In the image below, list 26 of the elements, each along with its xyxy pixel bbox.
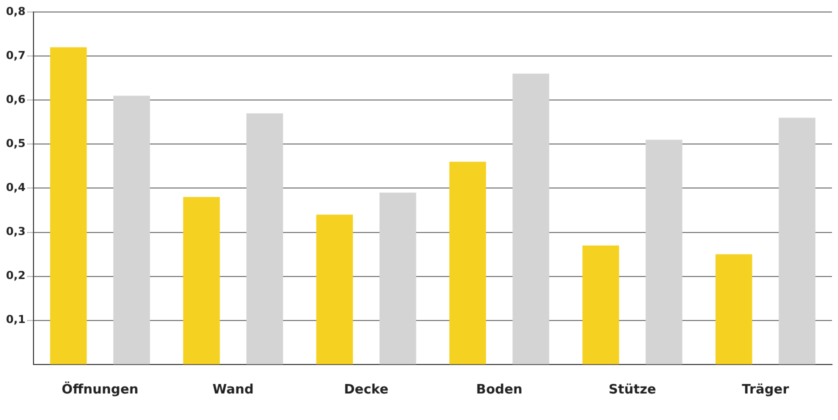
bar [50, 47, 87, 364]
x-tick-label: Stütze [608, 382, 656, 398]
x-tick-label: Öffnungen [62, 380, 138, 398]
bar [716, 254, 752, 364]
x-tick-label: Decke [344, 382, 389, 398]
x-tick-label: Boden [476, 382, 522, 398]
y-tick-label: 0,5 [6, 137, 26, 150]
bar [183, 197, 220, 364]
bar [646, 140, 682, 364]
bar [512, 74, 550, 364]
x-tick-label: Wand [212, 382, 254, 398]
bar [113, 96, 150, 364]
y-tick-label: 0,7 [6, 48, 26, 62]
bar [379, 192, 416, 364]
bar [246, 113, 284, 364]
bar [316, 214, 353, 364]
bar [778, 118, 816, 364]
bar [582, 245, 620, 364]
y-tick-label: 0,6 [6, 92, 26, 106]
y-tick-label: 0,2 [6, 269, 26, 282]
y-tick-label: 0,4 [6, 181, 26, 194]
bar [449, 162, 486, 364]
y-tick-label: 0,3 [6, 225, 26, 238]
x-tick-label: Träger [742, 382, 790, 398]
y-tick-label: 0,1 [6, 313, 26, 326]
y-tick-label: 0,8 [6, 4, 26, 18]
